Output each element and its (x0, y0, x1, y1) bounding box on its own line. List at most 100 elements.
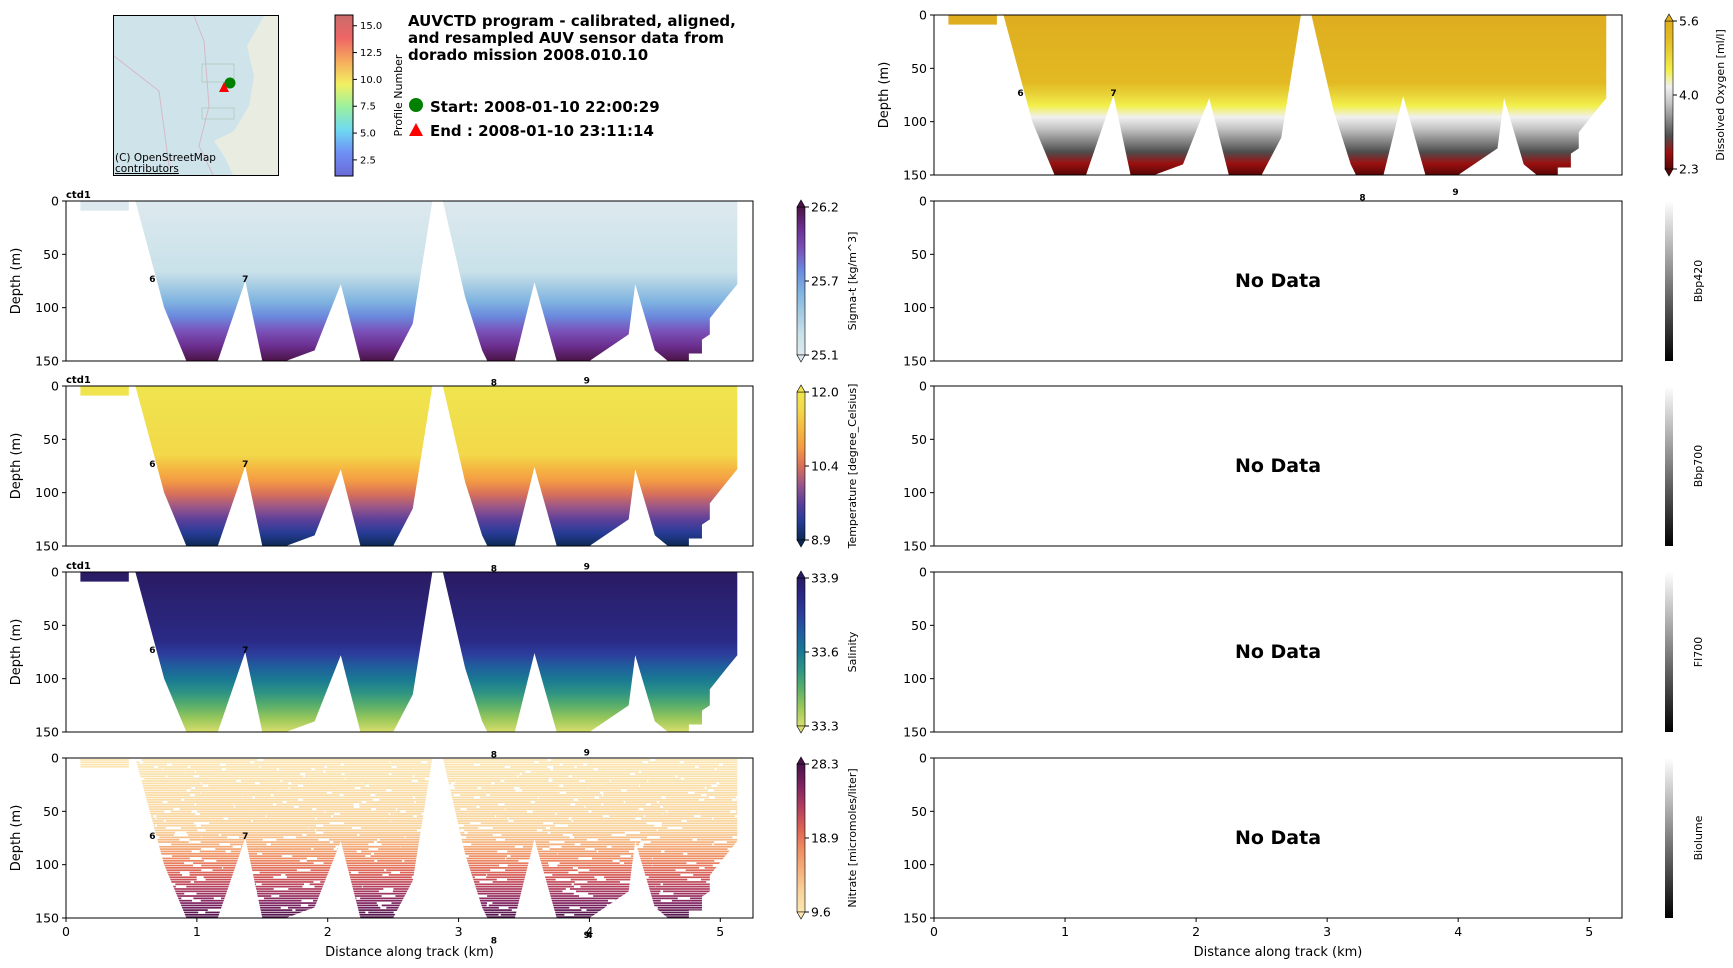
nitrate-sample-stripe (611, 845, 636, 848)
nitrate-sample-stripe (80, 766, 154, 768)
nitrate-sample-stripe (652, 864, 713, 867)
nitrate-sample-stripe (419, 841, 550, 843)
y-tick-label: 0 (919, 565, 927, 580)
nitrate-sample-stripe (80, 815, 154, 818)
nitrate-sample-stripe (238, 836, 284, 839)
nitrate-sample-stripe (576, 890, 661, 893)
start-marker-icon (409, 98, 423, 112)
nitrate-sample-stripe (80, 770, 98, 773)
nitrate-sample-stripe (578, 871, 691, 874)
nitrate-sample-stripe (202, 836, 228, 839)
colorbar-tick-label: 7.5 (360, 102, 376, 113)
nitrate-sample-stripe (343, 794, 371, 796)
nitrate-sample-stripe (625, 801, 658, 804)
nitrate-sample-stripe (593, 895, 646, 897)
nitrate-sample-stripe (209, 822, 330, 825)
y-tick-label: 150 (903, 354, 927, 369)
nitrate-sample-stripe (659, 836, 733, 839)
nitrate-sample-stripe (282, 780, 412, 782)
nitrate-sample-stripe (553, 768, 594, 771)
no-data-label: No Data (1234, 827, 1322, 849)
nitrate-sample-stripe (184, 798, 299, 801)
nitrate-sample-stripe (92, 782, 201, 785)
colorbar-tick-label: 2.3 (1679, 162, 1699, 177)
nitrate-sample-stripe (466, 808, 505, 811)
nitrate-sample-stripe (308, 904, 342, 907)
nitrate-sample-stripe (414, 796, 436, 799)
nitrate-sample-stripe (507, 864, 549, 867)
nitrate-sample-stripe (438, 843, 459, 846)
y-tick-label: 100 (903, 671, 927, 686)
nitrate-sample-stripe (557, 852, 684, 855)
nitrate-sample-stripe (184, 773, 301, 775)
nitrate-sample-stripe (80, 892, 185, 895)
colorbar-tick-label: 33.9 (811, 571, 839, 586)
colorbar-tick-label: 10.0 (360, 75, 382, 86)
nitrate-sample-stripe (611, 780, 648, 782)
nitrate-sample-stripe (113, 838, 180, 841)
map-basemap (114, 16, 278, 175)
colorbar-tick-label: 33.3 (811, 719, 839, 734)
nitrate-sample-stripe (244, 913, 320, 916)
nitrate-sample-stripe (556, 813, 663, 815)
nitrate-sample-stripe (314, 885, 363, 888)
nitrate-sample-stripe (504, 780, 549, 782)
nitrate-sample-stripe (641, 817, 712, 820)
nitrate-sample-stripe (359, 806, 440, 808)
nitrate-sample-stripe (189, 838, 263, 841)
y-tick-label: 150 (35, 911, 59, 926)
nitrate-sample-stripe (205, 911, 311, 914)
nitrate-sample-stripe (725, 859, 738, 862)
nitrate-sample-stripe (623, 862, 687, 865)
nitrate-sample-stripe (643, 843, 713, 846)
nitrate-sample-stripe (358, 871, 392, 874)
nitrate-sample-stripe (426, 813, 556, 815)
nitrate-sample-stripe (80, 761, 140, 764)
nitrate-sample-stripe (339, 813, 389, 815)
section-data (948, 15, 1607, 175)
nitrate-sample-stripe (700, 815, 735, 818)
nitrate-sample-stripe (337, 848, 369, 850)
boundary-line (114, 55, 170, 167)
nitrate-sample-stripe (376, 808, 396, 811)
nitrate-sample-stripe (308, 827, 352, 829)
nitrate-sample-stripe (698, 913, 738, 916)
nitrate-sample-stripe (684, 777, 738, 780)
nitrate-sample-stripe (553, 766, 575, 768)
nitrate-sample-stripe (80, 782, 92, 785)
nitrate-sample-stripe (374, 852, 437, 855)
y-tick-label: 50 (911, 804, 927, 819)
nitrate-sample-stripe (223, 909, 293, 911)
panel-sigma_t: 0 50 100 150 Depth (m) ctd1 6 7 26.2 25.7 25.1 Sigm… (9, 190, 859, 369)
nitrate-sample-stripe (510, 855, 621, 857)
nitrate-sample-stripe (683, 761, 738, 764)
nitrate-sample-stripe (205, 878, 338, 881)
y-tick-label: 150 (903, 539, 927, 554)
nitrate-sample-stripe (196, 803, 234, 806)
nitrate-sample-stripe (212, 869, 297, 872)
nitrate-sample-stripe (285, 874, 383, 876)
nitrate-sample-stripe (159, 836, 202, 839)
profile-number-label: 8 (491, 379, 497, 389)
nitrate-sample-stripe (521, 789, 622, 792)
nitrate-sample-stripe (200, 824, 317, 827)
nitrate-sample-stripe (286, 801, 362, 804)
nitrate-sample-stripe (190, 789, 279, 792)
nitrate-sample-stripe (655, 909, 738, 911)
nitrate-sample-stripe (542, 829, 657, 832)
nitrate-sample-stripe (188, 834, 219, 836)
nitrate-sample-stripe (316, 808, 372, 811)
nitrate-sample-stripe (316, 817, 428, 820)
nitrate-sample-stripe (325, 810, 401, 813)
marine-reserve (201, 107, 235, 120)
nitrate-sample-stripe (80, 871, 180, 874)
nitrate-sample-stripe (395, 895, 476, 897)
nitrate-sample-stripe (724, 864, 738, 867)
nitrate-sample-stripe (391, 902, 488, 904)
nitrate-sample-stripe (415, 801, 531, 804)
nitrate-sample-stripe (362, 885, 464, 888)
nitrate-sample-stripe (682, 827, 738, 829)
nitrate-sample-stripe (352, 904, 379, 907)
axes-frame (933, 14, 1623, 176)
nitrate-sample-stripe (479, 899, 608, 902)
